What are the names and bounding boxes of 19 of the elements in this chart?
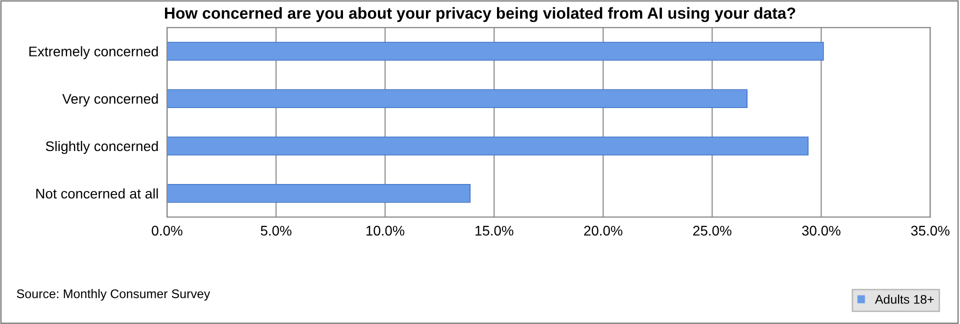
legend-label: Adults 18+: [874, 294, 934, 304]
x-tick-label: 35.0%: [911, 226, 950, 236]
bar: [167, 42, 824, 61]
y-tick-label: Extremely concerned: [29, 46, 158, 60]
chart-title: How concerned are you about your privacy being violated from AI using your data?: [164, 7, 796, 22]
x-tick-label: 20.0%: [584, 226, 622, 236]
source-note: Source: Monthly Consumer Survey: [16, 289, 210, 301]
x-tick-label: 30.0%: [802, 226, 840, 236]
bar: [167, 184, 471, 203]
x-tick-label: 15.0%: [475, 226, 514, 236]
bar: [167, 136, 809, 156]
x-tick-label: 0.0%: [152, 226, 182, 236]
x-tick-label: 25.0%: [693, 226, 732, 236]
y-tick-label: Very concerned: [62, 94, 158, 107]
y-tick-label: Not concerned at all: [36, 188, 158, 199]
bar: [167, 89, 748, 108]
x-tick-label: 5.0%: [260, 226, 292, 236]
x-tick-label: 10.0%: [366, 226, 404, 236]
y-tick-label: Slightly concerned: [46, 140, 158, 154]
